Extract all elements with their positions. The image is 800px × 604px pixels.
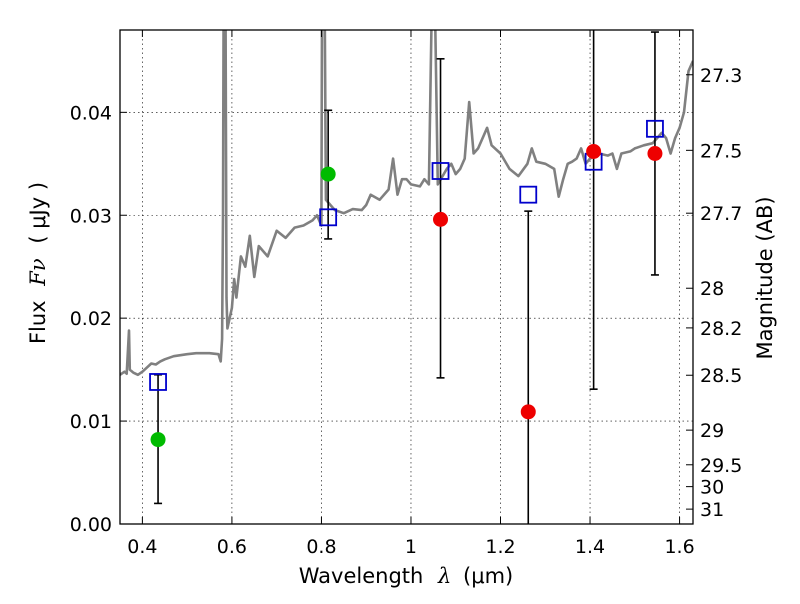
x-tick-label: 0.6: [217, 536, 247, 558]
square-marker: [149, 373, 167, 391]
x-ticks: 0.4 0.6 0.8 1 1.2 1.4 1.6: [127, 30, 695, 558]
circle-marker: [150, 432, 166, 448]
x-tick-label: 0.8: [306, 536, 336, 558]
y-axis-label-text: Flux: [26, 300, 50, 344]
circle-marker: [520, 404, 536, 420]
x-tick-label: 0.4: [127, 536, 157, 558]
magnitude-tick-label: 28: [700, 278, 724, 300]
x-tick-label: 1.4: [575, 536, 605, 558]
magnitude-tick-label: 29: [700, 420, 724, 442]
x-axis-label-text: Wavelength: [299, 564, 424, 588]
y-axis-label-unit: ( μJy ): [26, 182, 50, 244]
x-tick-label: 1.6: [664, 536, 694, 558]
y-tick-label: 0.00: [70, 514, 112, 536]
spectrum-line: [120, 30, 693, 377]
square-marker: [431, 162, 450, 180]
y2-axis-label: Magnitude (AB): [753, 196, 777, 359]
magnitude-tick-label: 27.5: [700, 140, 742, 162]
square-marker: [646, 119, 664, 138]
magnitude-tick-label: 28.5: [700, 365, 742, 387]
magnitude-tick-label: 31: [700, 499, 724, 521]
plot-frame: [119, 29, 694, 525]
y-tick-label: 0.02: [70, 308, 112, 330]
x-axis-label-symbol: λ: [437, 564, 451, 588]
plot-background: [120, 30, 693, 524]
magnitude-tick-label: 29.5: [700, 455, 742, 477]
data-markers: [149, 119, 664, 448]
x-tick-label: 1.2: [485, 536, 515, 558]
x-axis-label-unit: (μm): [463, 564, 513, 588]
x-tick-label: 1: [405, 536, 417, 558]
y-axis-label: Flux Fν ( μJy ): [26, 182, 50, 344]
y-tick-label: 0.04: [70, 102, 112, 124]
magnitude-tick-label: 27.3: [700, 65, 742, 87]
model-spectrum: [120, 30, 693, 377]
square-marker: [319, 208, 338, 227]
y-axis-label-symbol: Fν: [26, 258, 50, 287]
y-tick-label: 0.03: [70, 205, 112, 227]
magnitude-tick-label: 30: [700, 477, 724, 499]
circle-marker: [320, 166, 336, 182]
circle-marker: [586, 143, 602, 159]
x-axis-label: Wavelength λ (μm): [299, 564, 513, 588]
y-ticks: 0.00 0.01 0.02 0.03 0.04: [70, 102, 127, 536]
circle-marker: [647, 146, 663, 161]
square-marker: [519, 185, 538, 204]
magnitude-tick-label: 27.7: [700, 203, 742, 225]
circle-marker: [433, 211, 449, 227]
magnitude-tick-label: 28.2: [700, 318, 742, 340]
y-tick-label: 0.01: [70, 411, 112, 433]
